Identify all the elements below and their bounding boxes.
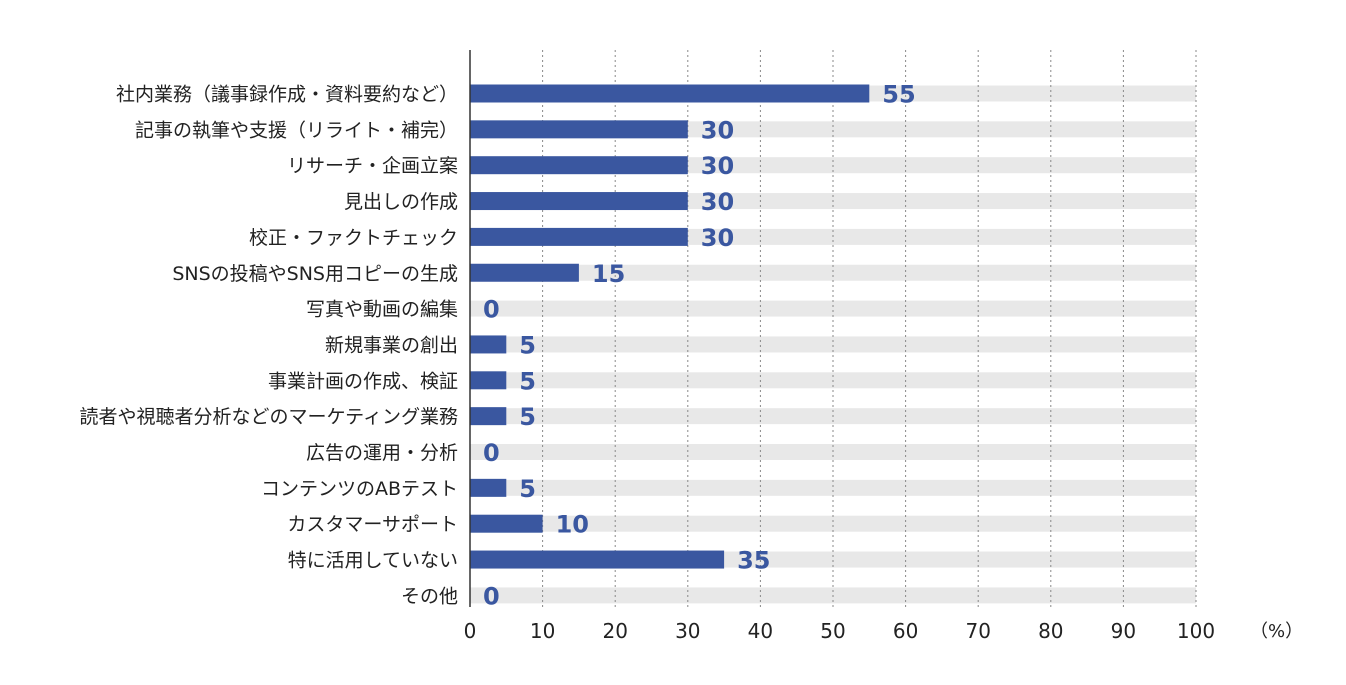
bar-track [470,515,1196,532]
category-label: リサーチ・企画立案 [287,155,458,177]
value-label: 5 [519,403,536,431]
category-label: 校正・ファクトチェック [249,227,458,249]
x-tick-label: 70 [965,619,990,643]
category-label: 特に活用していない [288,550,458,572]
bar [470,478,507,497]
bar [470,227,688,246]
value-label: 30 [701,116,734,144]
x-tick-label: 50 [820,619,845,643]
value-label: 10 [556,511,589,539]
value-label: 5 [519,331,536,359]
x-tick-labels: 0 10 20 30 40 50 60 70 80 90 100 [464,619,1215,643]
value-label: 30 [701,152,734,180]
category-label: コンテンツのABテスト [261,478,458,500]
category-label: 新規事業の創出 [325,334,458,356]
bar [470,514,543,533]
bar-track [470,336,1196,353]
category-label: 広告の運用・分析 [306,442,458,464]
x-tick-label: 10 [530,619,555,643]
bar-track [470,300,1196,317]
value-label: 15 [592,260,625,288]
x-tick-label: 40 [748,619,773,643]
bar [470,550,725,569]
x-tick-label: 20 [602,619,627,643]
bar-track [470,479,1196,496]
x-tick-label: 0 [464,619,477,643]
x-tick-label: 100 [1177,619,1215,643]
x-unit-label: （%） [1250,621,1303,642]
value-label: 30 [701,188,734,216]
bar-track [470,264,1196,281]
category-label: 読者や視聴者分析などのマーケティング業務 [80,406,458,428]
bar [470,120,688,139]
bar [470,156,688,175]
x-tick-label: 30 [675,619,700,643]
value-label: 30 [701,224,734,252]
category-label: 見出しの作成 [344,191,458,213]
category-label: 写真や動画の編集 [306,299,458,321]
bar [470,192,688,211]
x-tick-label: 80 [1038,619,1063,643]
value-label: 5 [519,367,536,395]
category-labels: 社内業務（議事録作成・資料要約など） 記事の執筆や支援（リライト・補完） リサーチ・… [80,84,458,608]
bars [470,84,870,569]
value-label: 5 [519,475,536,503]
bar [470,371,507,390]
category-label: 事業計画の作成、検証 [268,370,458,392]
x-tick-label: 90 [1111,619,1136,643]
category-label: 記事の執筆や支援（リライト・補完） [135,119,458,141]
x-tick-label: 60 [893,619,918,643]
value-label: 0 [483,296,500,324]
bar [470,407,507,426]
bar [470,84,870,103]
bar [470,263,579,282]
category-label: SNSの投稿やSNS用コピーの生成 [172,263,458,285]
category-label: カスタマーサポート [287,514,458,536]
bar [470,335,507,354]
category-label: その他 [401,585,458,607]
value-label: 35 [737,547,770,575]
value-label: 55 [882,81,915,109]
category-label: 社内業務（議事録作成・資料要約など） [116,84,458,106]
value-label: 0 [483,582,500,610]
value-label: 0 [483,439,500,467]
